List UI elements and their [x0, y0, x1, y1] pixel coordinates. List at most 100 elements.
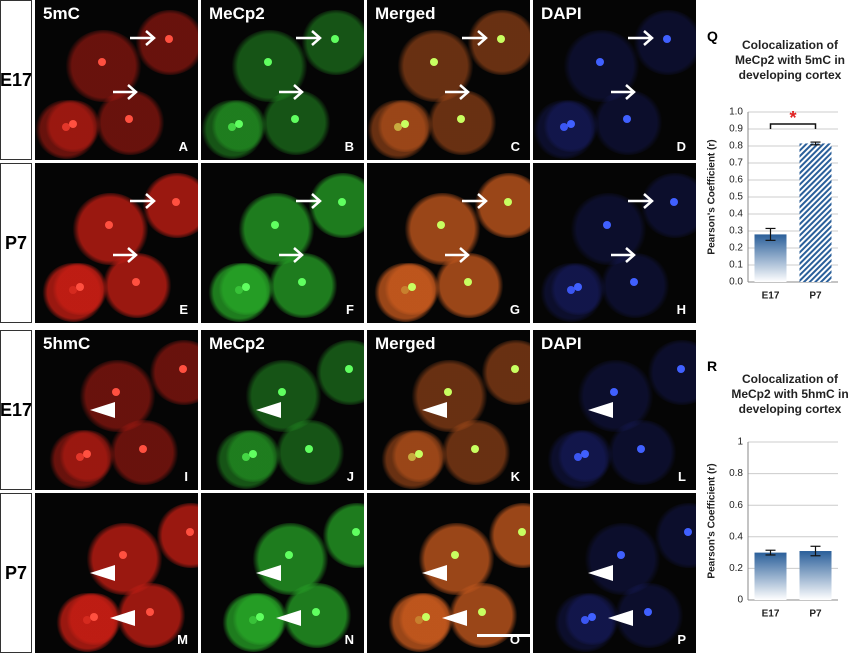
spot: [146, 608, 154, 616]
chart-title: Colocalization of MeCp2 with 5mC in deve…: [734, 38, 845, 82]
stain-header: MeCp2: [209, 334, 265, 353]
spot: [444, 387, 452, 396]
y-tick-label: 0.6: [729, 175, 743, 186]
nucleus: [647, 340, 696, 405]
x-tick-label: P7: [809, 609, 822, 620]
panel-letter: I: [184, 469, 188, 484]
nucleus: [404, 193, 481, 265]
spot: [90, 613, 98, 621]
stain-header: 5hmC: [43, 334, 91, 353]
nucleus: [79, 360, 156, 432]
spot: [338, 198, 346, 206]
spot: [76, 283, 84, 291]
spot: [497, 35, 505, 43]
spot: [478, 608, 486, 616]
panel-letter: J: [346, 469, 354, 484]
y-tick-label: 0.4: [729, 531, 743, 542]
spot: [139, 445, 147, 453]
image-panel: M: [35, 493, 198, 653]
bar: [754, 234, 787, 282]
spot: [278, 387, 286, 396]
y-tick-label: 0.3: [729, 226, 743, 237]
spot: [574, 452, 582, 461]
nucleus: [584, 523, 661, 595]
y-tick-label: 0.5: [729, 192, 743, 203]
panel-letter: E: [179, 302, 188, 317]
y-axis-title: Pearson's Coefficient (r): [707, 463, 718, 578]
nucleus: [252, 523, 329, 595]
spot: [684, 528, 692, 536]
image-panel: G: [367, 163, 530, 323]
pointer: [113, 193, 156, 263]
spot: [285, 550, 293, 559]
chart: 0 0.2 0.4 0.6 0.8 1 Pearson's Coefficient (r) E…: [707, 437, 838, 620]
spot: [617, 550, 625, 559]
spot: [235, 120, 243, 128]
spot: [132, 278, 140, 286]
nucleus: [418, 523, 495, 595]
spot: [630, 278, 638, 286]
spot: [574, 283, 582, 291]
pointer: [588, 565, 633, 626]
spot: [596, 57, 604, 66]
pointer: [422, 565, 467, 626]
nucleus: [577, 360, 654, 432]
nucleus: [72, 193, 149, 265]
x-tick-label: P7: [809, 291, 822, 302]
image-panel: F: [201, 163, 364, 323]
stain-header: DAPI: [541, 4, 582, 23]
nucleus: [245, 360, 322, 432]
row-label: P7: [0, 493, 32, 653]
spot: [83, 450, 91, 458]
spot: [249, 450, 257, 458]
spot: [125, 115, 133, 123]
spot: [179, 365, 187, 373]
spot: [256, 613, 264, 621]
spot: [228, 122, 236, 131]
spot: [663, 35, 671, 43]
image-panel: MeCp2 B: [201, 0, 364, 160]
spot: [603, 220, 611, 229]
y-tick-label: 0.8: [729, 141, 743, 152]
y-axis-title: Pearson's Coefficient (r): [707, 139, 718, 254]
nucleus: [481, 340, 530, 405]
spot: [305, 445, 313, 453]
chart-label: Q: [707, 28, 718, 44]
row-label: E17: [0, 330, 32, 490]
nucleus: [231, 30, 308, 102]
spot: [567, 120, 575, 128]
image-panel: Merged C: [367, 0, 530, 160]
spot: [610, 387, 618, 396]
bar: [754, 552, 787, 600]
chart-title: Colocalization of MeCp2 with 5hmC in dev…: [731, 372, 849, 416]
spot: [264, 57, 272, 66]
panel-letter: G: [509, 302, 520, 317]
spot: [165, 35, 173, 43]
nucleus: [397, 30, 474, 102]
y-tick-label: 1: [737, 437, 743, 448]
panel-letter: H: [676, 302, 686, 317]
spot: [112, 387, 120, 396]
image-panel: O: [367, 493, 530, 653]
spot: [271, 220, 279, 229]
panel-letter: P: [677, 632, 686, 647]
stain-header: DAPI: [541, 334, 582, 353]
spot: [511, 365, 519, 373]
spot: [588, 613, 596, 621]
y-tick-label: 0.0: [729, 277, 743, 288]
spot: [422, 613, 430, 621]
spot: [623, 115, 631, 123]
spot: [567, 285, 575, 294]
image-panel: P: [533, 493, 696, 653]
spot: [408, 283, 416, 291]
spot: [242, 283, 250, 291]
panel-letter: N: [344, 632, 354, 647]
stain-header: 5mC: [43, 4, 80, 23]
spot: [291, 115, 299, 123]
spot: [119, 550, 127, 559]
y-tick-label: 1.0: [729, 107, 743, 118]
bar: [799, 143, 832, 282]
pointer: [279, 30, 322, 100]
stain-header: Merged: [375, 4, 436, 23]
panel-letter: O: [509, 632, 520, 647]
